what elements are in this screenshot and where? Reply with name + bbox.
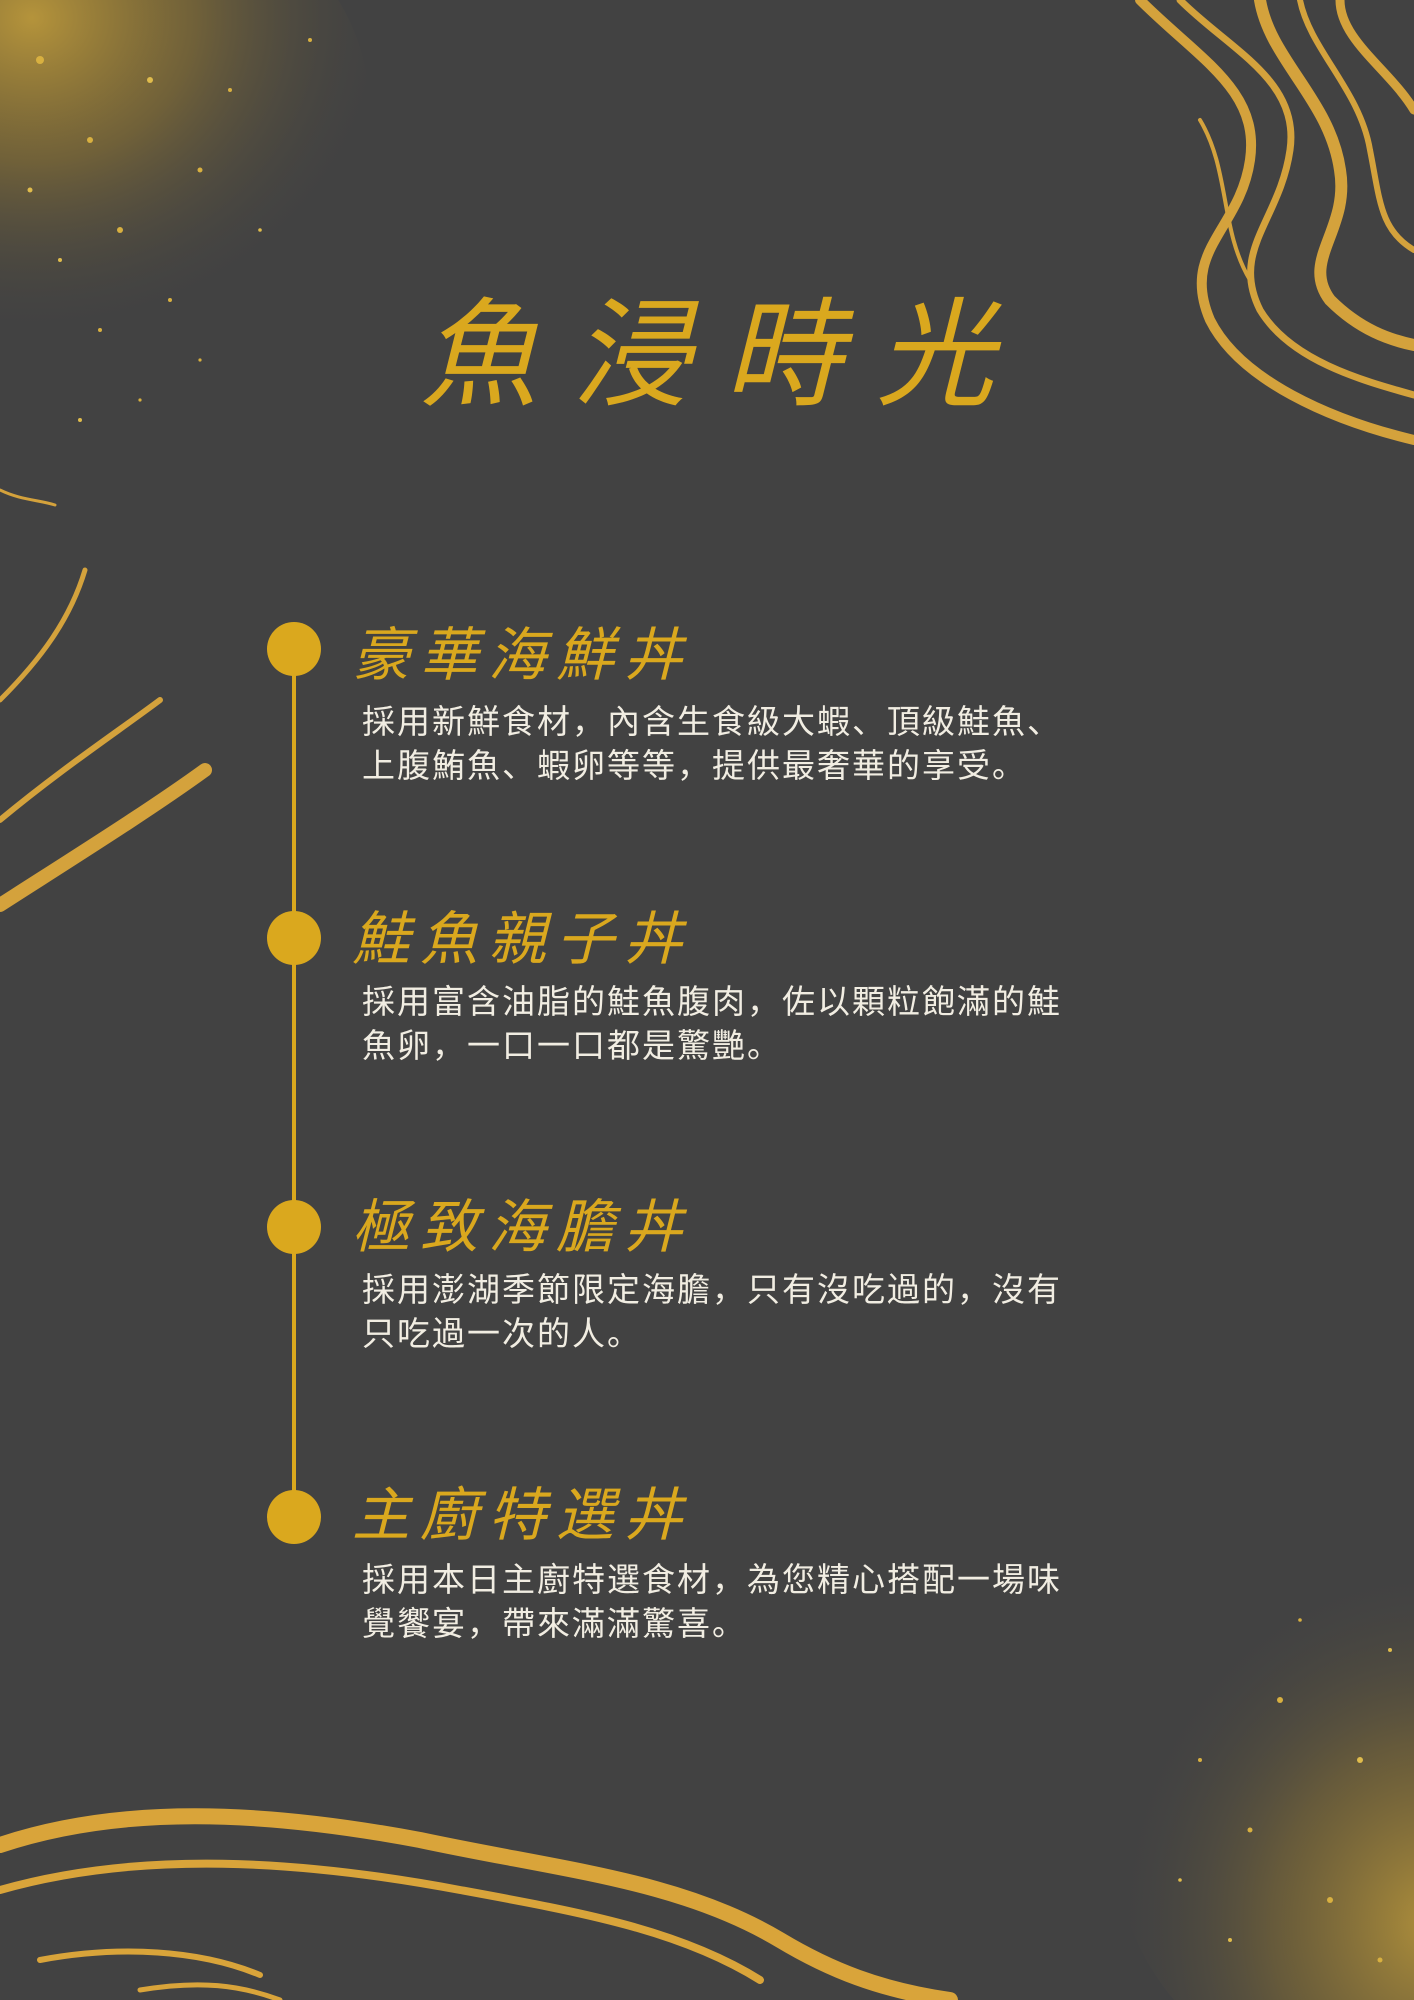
timeline-dot — [267, 1490, 321, 1544]
timeline-dot — [267, 911, 321, 965]
page-title: 魚浸時光 — [419, 286, 1028, 424]
description-line: 只吃過一次的人。 — [362, 1314, 642, 1353]
menu-item-description: 採用富含油脂的鮭魚腹肉，佐以顆粒飽滿的鮭 魚卵，一口一口都是驚艷。 — [362, 980, 1162, 1068]
description-line: 採用新鮮食材，內含生食級大蝦、頂級鮭魚、 — [362, 702, 1062, 741]
menu-item-description: 採用本日主廚特選食材，為您精心搭配一場味 覺饗宴，帶來滿滿驚喜。 — [362, 1558, 1162, 1646]
gold-strokes-left — [0, 488, 212, 912]
description-line: 採用澎湖季節限定海膽，只有沒吃過的，沒有 — [362, 1270, 1062, 1309]
menu-item-title: 豪華海鮮丼 — [352, 621, 693, 689]
timeline-dot — [267, 1200, 321, 1254]
description-line: 覺饗宴，帶來滿滿驚喜。 — [362, 1604, 747, 1643]
timeline-line — [292, 648, 296, 1518]
menu-item-description: 採用新鮮食材，內含生食級大蝦、頂級鮭魚、 上腹鮪魚、蝦卵等等，提供最奢華的享受。 — [362, 700, 1162, 788]
description-line: 採用本日主廚特選食材，為您精心搭配一場味 — [362, 1560, 1062, 1599]
gold-wave-bottom — [0, 1808, 958, 2000]
description-line: 採用富含油脂的鮭魚腹肉，佐以顆粒飽滿的鮭 — [362, 982, 1062, 1021]
menu-item-title: 主廚特選丼 — [352, 1481, 693, 1549]
menu-item-title: 鮭魚親子丼 — [352, 905, 693, 973]
menu-item-title: 極致海膽丼 — [352, 1193, 693, 1261]
description-line: 魚卵，一口一口都是驚艷。 — [362, 1026, 782, 1065]
timeline-dot — [267, 622, 321, 676]
description-line: 上腹鮪魚、蝦卵等等，提供最奢華的享受。 — [362, 746, 1027, 785]
menu-item-description: 採用澎湖季節限定海膽，只有沒吃過的，沒有 只吃過一次的人。 — [362, 1268, 1162, 1356]
